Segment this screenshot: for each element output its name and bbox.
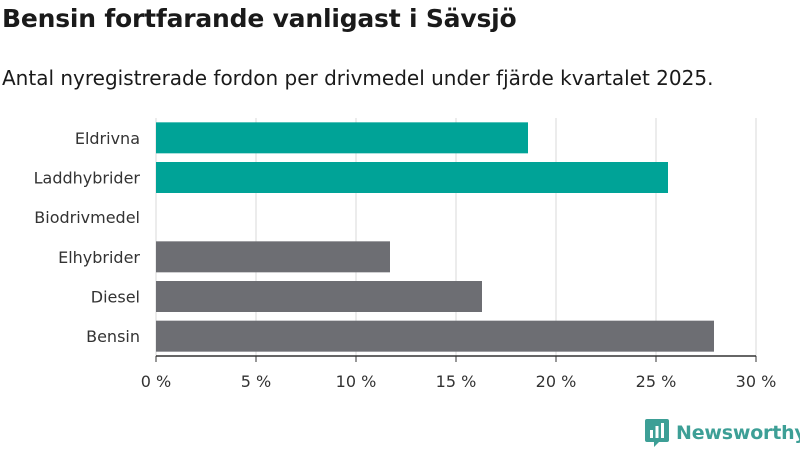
x-tick-label: 5 % [241,372,271,391]
x-tick-label: 20 % [536,372,577,391]
category-label: Laddhybrider [34,169,141,188]
category-label: Eldrivna [75,129,140,148]
x-tick-label: 10 % [336,372,377,391]
category-label: Elhybrider [58,248,140,267]
x-tick-label: 25 % [636,372,677,391]
x-tick-label: 0 % [141,372,171,391]
newsworthy-logo-icon [645,419,669,447]
category-label: Biodrivmedel [34,208,140,227]
x-tick-label: 15 % [436,372,477,391]
chart-subtitle: Antal nyregistrerade fordon per drivmede… [2,66,714,90]
bar-laddhybrider [156,162,668,193]
x-tick-label: 30 % [736,372,777,391]
category-label: Bensin [86,327,140,346]
bar-elhybrider [156,241,390,273]
brand-logo: Newsworthy [644,418,800,448]
category-label: Diesel [91,288,140,307]
bar-diesel [156,281,482,312]
chart-title: Bensin fortfarande vanligast i Sävsjö [2,4,517,33]
brand-name: Newsworthy [676,422,800,444]
bar-bensin [156,320,714,352]
bar-eldrivna [156,122,528,154]
